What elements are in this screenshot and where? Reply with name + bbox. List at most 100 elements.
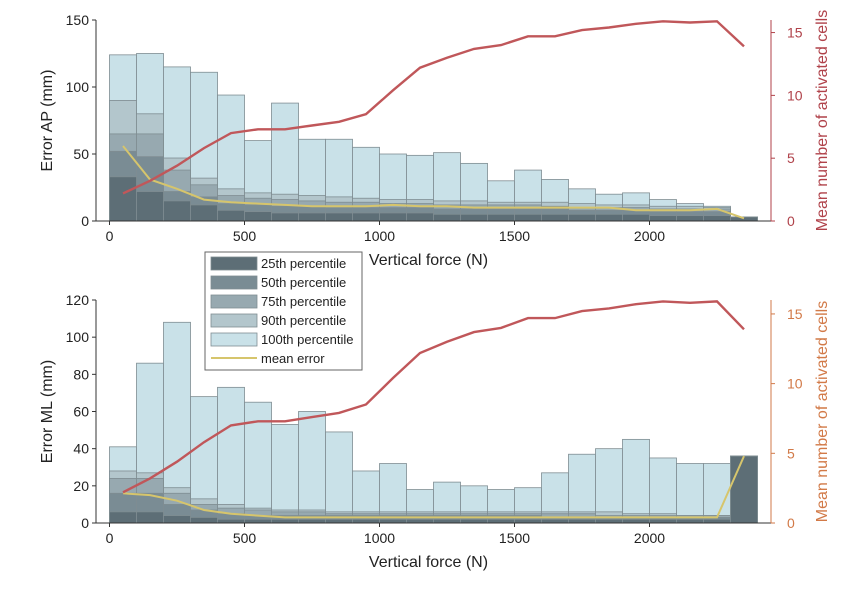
bar-p25 xyxy=(109,176,137,222)
bar-p25 xyxy=(622,213,650,222)
y2-tick-label: 0 xyxy=(787,213,795,229)
bar-p25 xyxy=(163,515,191,524)
x-axis-label: Vertical force (N) xyxy=(369,252,488,269)
bar-p25 xyxy=(352,212,380,222)
mean-error-line xyxy=(122,145,745,220)
x-tick-label: 1000 xyxy=(364,530,395,546)
y2-axis-label: Mean number of activated cells xyxy=(814,301,831,522)
bar-p25 xyxy=(541,213,569,222)
bar-p100 xyxy=(595,448,623,524)
bar-p25 xyxy=(244,518,272,524)
activated-cells-line xyxy=(122,300,745,494)
y2-axis-label: Mean number of activated cells xyxy=(814,10,831,231)
y-tick-label: 120 xyxy=(66,292,90,308)
y-tick-label: 20 xyxy=(73,478,89,494)
bar-p25 xyxy=(271,212,299,222)
x-tick-label: 0 xyxy=(106,530,114,546)
x-tick-label: 1500 xyxy=(499,228,530,244)
bar-p25 xyxy=(433,518,461,524)
bar-p25 xyxy=(190,517,218,524)
legend-swatch-p25 xyxy=(210,256,258,271)
mean-error-line xyxy=(122,455,745,519)
y-tick-label: 0 xyxy=(81,213,89,229)
legend-swatch-p75 xyxy=(210,294,258,309)
y-axis-label: Error ML (mm) xyxy=(39,360,56,463)
bar-p25 xyxy=(352,518,380,524)
bar-p25 xyxy=(703,518,731,524)
bar-p25 xyxy=(460,518,488,524)
bar-p25 xyxy=(298,518,326,524)
x-tick-label: 500 xyxy=(233,530,257,546)
y2-tick-label: 15 xyxy=(787,25,803,41)
y-tick-label: 100 xyxy=(66,329,90,345)
bar-p25 xyxy=(244,211,272,222)
bar-p25 xyxy=(595,213,623,222)
chart-error-ml: 0 500 1000 1500 2000 0 20 40 60 80 100 120 0 5 10 15 Ver… xyxy=(39,292,831,571)
y-axis-label: Error AP (mm) xyxy=(39,70,56,172)
bar-p25 xyxy=(487,213,515,222)
bar-p25 xyxy=(217,518,245,524)
bar-p25 xyxy=(460,213,488,222)
bar-p100 xyxy=(676,463,704,524)
bar-p25 xyxy=(217,209,245,222)
bar-p25 xyxy=(622,518,650,524)
bar-p25 xyxy=(730,455,758,524)
bar-p100 xyxy=(217,386,245,524)
chart-error-ap: 0 500 1000 1500 2000050100150051015Vertical … xyxy=(39,10,831,269)
legend-label: 25th percentile xyxy=(261,256,346,271)
activated-cells-line xyxy=(122,20,745,195)
x-tick-label: 2000 xyxy=(634,530,665,546)
y-tick-label: 100 xyxy=(66,79,90,95)
bar-p25 xyxy=(676,518,704,524)
bar-p25 xyxy=(325,212,353,222)
bar-p25 xyxy=(325,518,353,524)
bar-p25 xyxy=(649,215,677,222)
bar-p25 xyxy=(406,212,434,222)
bar-p25 xyxy=(379,518,407,524)
x-tick-label: 2000 xyxy=(634,228,665,244)
legend-label: 75th percentile xyxy=(261,294,346,309)
bar-p25 xyxy=(676,215,704,222)
y2-tick-label: 5 xyxy=(787,445,795,461)
legend-box xyxy=(204,251,363,371)
legend-label: 90th percentile xyxy=(261,313,346,328)
y-tick-label: 40 xyxy=(73,441,89,457)
bar-p25 xyxy=(568,518,596,524)
bar-p100 xyxy=(703,463,731,524)
bar-p25 xyxy=(406,518,434,524)
legend: 25th percentile 50th percentile 75th perce… xyxy=(204,251,363,371)
y2-tick-label: 0 xyxy=(787,515,795,531)
bar-p25 xyxy=(163,200,191,222)
bar-p25 xyxy=(379,212,407,222)
legend-label: mean error xyxy=(261,351,325,366)
legend-label: 50th percentile xyxy=(261,275,346,290)
bar-p25 xyxy=(298,212,326,222)
x-tick-label: 1500 xyxy=(499,530,530,546)
y2-tick-label: 10 xyxy=(787,87,803,103)
bar-p100 xyxy=(298,411,326,524)
bar-p25 xyxy=(595,518,623,524)
legend-label: 100th percentile xyxy=(261,332,354,347)
x-tick-label: 0 xyxy=(106,228,114,244)
x-tick-label: 500 xyxy=(233,228,257,244)
legend-swatch-p90 xyxy=(210,313,258,328)
bar-p25 xyxy=(487,518,515,524)
y-tick-label: 60 xyxy=(73,404,89,420)
y-tick-label: 50 xyxy=(73,146,89,162)
bar-p100 xyxy=(622,438,650,524)
bar-p25 xyxy=(568,213,596,222)
bar-p25 xyxy=(433,213,461,222)
y-tick-label: 0 xyxy=(81,515,89,531)
y-tick-label: 150 xyxy=(66,12,90,28)
bar-p25 xyxy=(190,204,218,222)
bar-p25 xyxy=(136,191,164,222)
y2-tick-label: 10 xyxy=(787,376,803,392)
x-tick-label: 1000 xyxy=(364,228,395,244)
bar-p25 xyxy=(541,518,569,524)
x-axis-label: Vertical force (N) xyxy=(369,554,488,571)
bar-p100 xyxy=(649,457,677,524)
bar-p25 xyxy=(703,215,731,222)
bar-p25 xyxy=(109,511,137,524)
y2-tick-label: 15 xyxy=(787,306,803,322)
